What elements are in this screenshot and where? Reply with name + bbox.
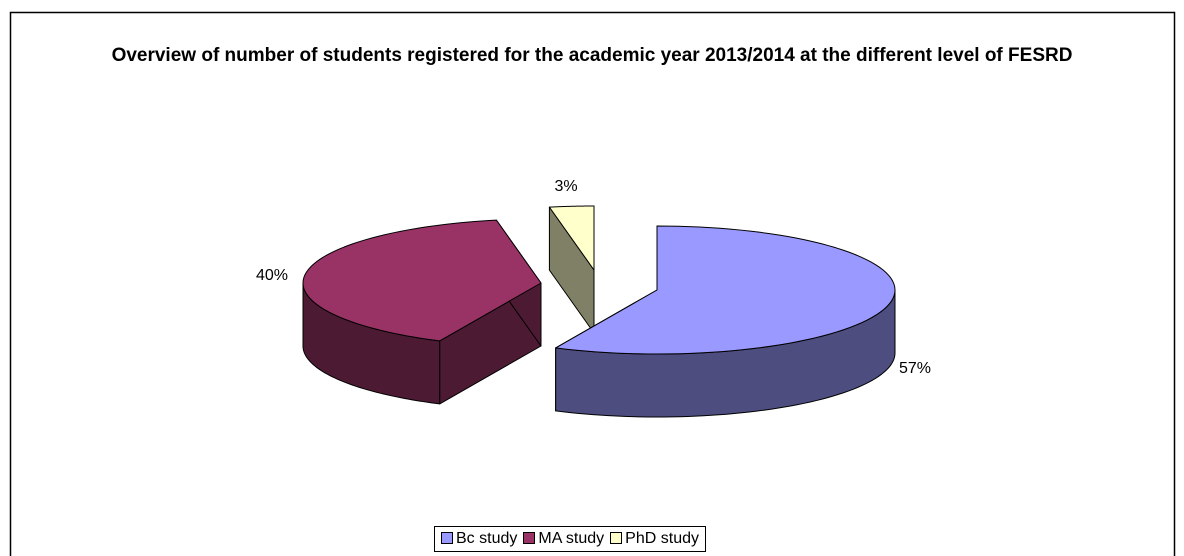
slice-top [548,205,595,271]
data-label: 3% [554,178,577,195]
legend-item: MA study [523,530,604,548]
legend-label: Bc study [456,530,518,547]
chart-title: Overview of number of students registere… [111,45,1073,66]
data-label: 57% [899,360,931,377]
pie: 57% 40% 3% [256,178,931,418]
pie-slice [302,219,542,405]
legend-item: Bc study [441,530,517,548]
legend-label: PhD study [625,530,699,547]
legend-label: MA study [538,530,605,547]
legend-swatch [441,532,453,544]
legend-swatch [610,532,623,544]
slice-top [302,219,542,342]
legend-item: PhD study [610,530,699,548]
data-label: 40% [256,267,288,284]
pie-slice [548,205,595,334]
legend-swatch [523,532,536,544]
slice-top [555,225,896,355]
legend: Bc study MA study PhD study [434,526,706,552]
pie-slice [555,225,896,418]
